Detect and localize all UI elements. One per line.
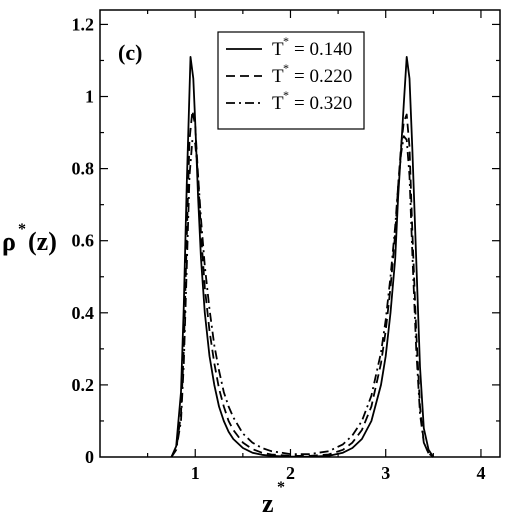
axis-ticks xyxy=(100,10,500,457)
series-line-2 xyxy=(170,110,434,458)
y-axis-title-sup: * xyxy=(18,221,26,238)
x-axis-title-base: z xyxy=(262,489,274,518)
legend-label-sup: * xyxy=(283,88,289,102)
y-tick-label: 0 xyxy=(85,447,94,467)
x-axis-title-sup: * xyxy=(277,479,285,496)
x-tick-label: 2 xyxy=(286,463,295,483)
series-line-1 xyxy=(170,56,435,458)
legend-label-sup: * xyxy=(283,61,289,75)
y-tick-label: 0.6 xyxy=(72,231,95,251)
legend-label-prefix: T xyxy=(272,39,284,60)
legend-label-prefix: T xyxy=(272,66,284,87)
tick-labels: 1 2 3 4 0 0.2 0.4 0.6 0.8 1 1.2 xyxy=(72,14,486,483)
y-axis-title: ρ * (z) xyxy=(2,221,57,256)
y-tick-label: 0.8 xyxy=(72,159,95,179)
x-axis-title: z * xyxy=(262,479,285,518)
panel-label: (c) xyxy=(118,40,142,65)
y-tick-label: 1 xyxy=(85,87,94,107)
legend-label-value: = 0.140 xyxy=(294,39,352,60)
legend-label-sup: * xyxy=(283,34,289,48)
x-tick-label: 3 xyxy=(381,463,390,483)
y-tick-label: 0.4 xyxy=(72,303,95,323)
y-axis-title-base: ρ xyxy=(2,227,16,256)
series-line-3 xyxy=(170,135,434,458)
y-tick-label: 1.2 xyxy=(72,14,95,34)
y-axis-title-suffix: (z) xyxy=(28,227,57,256)
x-tick-label: 4 xyxy=(476,463,485,483)
legend-label-value: = 0.320 xyxy=(294,93,352,114)
legend-label-prefix: T xyxy=(272,93,284,114)
x-tick-label: 1 xyxy=(191,463,200,483)
legend-label-value: = 0.220 xyxy=(294,66,352,87)
y-tick-label: 0.2 xyxy=(72,375,95,395)
data-curves xyxy=(170,56,435,458)
